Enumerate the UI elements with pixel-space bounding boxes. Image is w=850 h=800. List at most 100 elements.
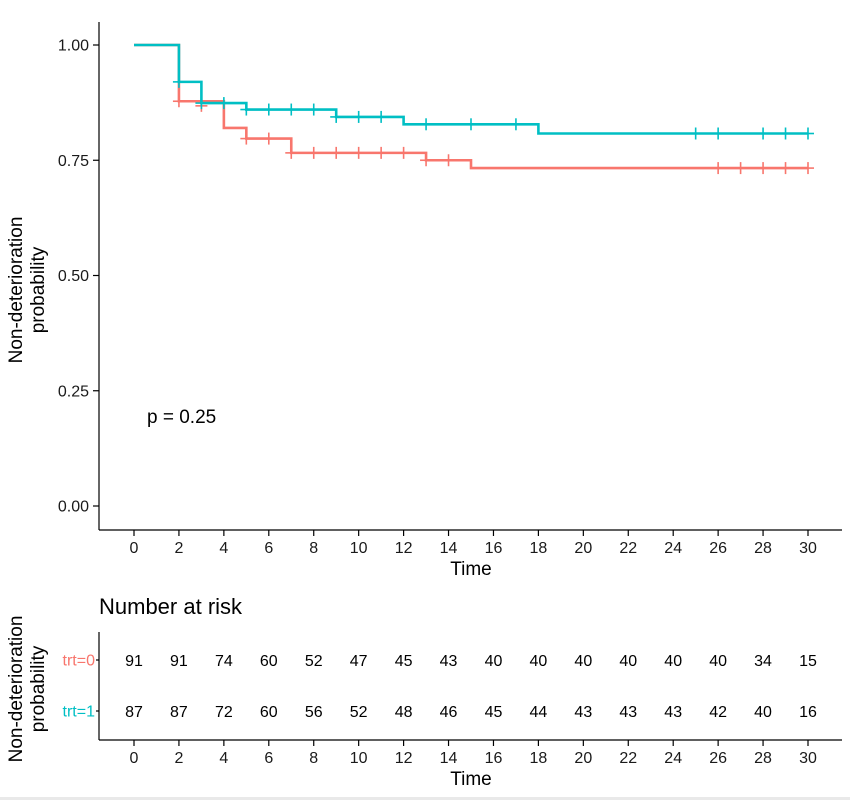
censor-mark xyxy=(465,118,477,131)
censor-mark xyxy=(330,110,343,123)
x-tick-label: 10 xyxy=(350,540,368,557)
risk-cell: 43 xyxy=(574,704,592,721)
risk-cell: 43 xyxy=(664,704,682,721)
x-tick-label: 22 xyxy=(619,540,637,557)
risk-x-tick-label: 4 xyxy=(219,750,228,767)
risk-y-axis-title-line1: Non-deterioration xyxy=(6,616,27,763)
x-tick-label: 6 xyxy=(264,540,273,557)
censor-mark xyxy=(285,103,298,116)
censor-mark xyxy=(802,127,814,140)
censor-mark xyxy=(240,132,253,145)
risk-x-tick-label: 12 xyxy=(395,750,413,767)
censor-mark xyxy=(420,154,433,167)
risk-cell: 34 xyxy=(754,653,772,670)
risk-x-tick-label: 26 xyxy=(709,750,727,767)
risk-x-tick-label: 0 xyxy=(130,750,139,767)
y-tick-label: 1.00 xyxy=(58,38,89,55)
risk-y-axis-title: Non-deterioration xyxy=(6,616,27,763)
bottom-divider xyxy=(0,797,850,800)
risk-cell: 87 xyxy=(125,704,143,721)
x-tick-label: 24 xyxy=(664,540,682,557)
censor-mark xyxy=(307,103,320,116)
x-tick-label: 8 xyxy=(309,540,318,557)
y-tick-label: 0.00 xyxy=(58,499,89,516)
risk-y-axis-title-line2-text: probability xyxy=(28,645,49,732)
risk-table-title: Number at risk xyxy=(99,594,243,619)
risk-cell: 52 xyxy=(350,704,368,721)
risk-cell: 56 xyxy=(305,704,323,721)
risk-row-label: trt=0 xyxy=(63,653,96,670)
x-axis-title: Time xyxy=(450,559,492,580)
risk-cell: 43 xyxy=(619,704,637,721)
y-axis-title: Non-deterioration xyxy=(6,217,27,364)
risk-table-rows: trt=0 91 91 74 60 52 47 45 43 40 40 40 40 40 40 34 15 trt… xyxy=(63,653,817,722)
censor-mark xyxy=(375,110,388,123)
risk-x-tick-label: 18 xyxy=(530,750,548,767)
censor-mark xyxy=(757,127,770,140)
y-axis-title-line2-text: probability xyxy=(28,246,49,333)
risk-x-tick-label: 6 xyxy=(264,750,273,767)
y-tick-label: 0.75 xyxy=(58,153,89,170)
censor-mark xyxy=(802,162,814,175)
risk-cell: 74 xyxy=(215,653,233,670)
censor-mark xyxy=(779,127,792,140)
risk-cell: 48 xyxy=(395,704,413,721)
censor-mark xyxy=(352,110,365,123)
censor-mark xyxy=(195,97,208,110)
risk-cell: 40 xyxy=(530,653,548,670)
censor-mark xyxy=(217,97,230,110)
risk-x-tick-label: 28 xyxy=(754,750,772,767)
censor-mark xyxy=(779,162,792,175)
y-axis-title-line2: probability xyxy=(28,246,49,333)
risk-y-axis-title-line2: probability xyxy=(28,645,49,732)
censor-mark xyxy=(172,75,185,88)
risk-x-axis-title: Time xyxy=(450,769,492,790)
survival-plot: Non-deterioration probability 0.000.250.… xyxy=(6,22,842,580)
risk-cell: 40 xyxy=(754,704,772,721)
y-axis-ticks: 0.00 0.25 0.50 0.75 1.00 xyxy=(58,38,99,516)
risk-x-tick-label: 30 xyxy=(799,750,817,767)
x-tick-label: 12 xyxy=(395,540,413,557)
risk-cell: 42 xyxy=(709,704,727,721)
risk-cell: 43 xyxy=(440,653,458,670)
risk-cell: 91 xyxy=(170,653,188,670)
y-axis-title-line1: Non-deterioration xyxy=(6,217,27,364)
x-tick-label: 30 xyxy=(799,540,817,557)
censor-mark xyxy=(375,146,388,159)
censor-mark xyxy=(262,103,275,116)
x-tick-label: 4 xyxy=(219,540,228,557)
censor-mark xyxy=(442,154,455,167)
censor-mark xyxy=(509,118,522,131)
survival-curve-series-0 xyxy=(134,43,808,170)
risk-cell: 72 xyxy=(215,704,233,721)
x-tick-label: 28 xyxy=(754,540,772,557)
risk-cell: 16 xyxy=(799,704,817,721)
censor-mark xyxy=(352,146,365,159)
censor-mark xyxy=(262,132,275,145)
risk-x-tick-label: 24 xyxy=(664,750,682,767)
risk-cell: 45 xyxy=(485,704,503,721)
risk-x-axis-ticks: 0 2 4 6 8 10 12 14 16 18 20 22 24 26 28 30 xyxy=(130,740,817,767)
risk-x-tick-label: 14 xyxy=(440,750,458,767)
risk-row-label: trt=1 xyxy=(63,704,96,721)
risk-x-tick-label: 2 xyxy=(174,750,183,767)
risk-cell: 40 xyxy=(709,653,727,670)
censor-mark xyxy=(285,146,298,159)
censor-mark xyxy=(757,162,770,175)
risk-x-tick-label: 10 xyxy=(350,750,368,767)
risk-cell: 60 xyxy=(260,704,278,721)
censor-mark xyxy=(397,146,410,159)
censor-mark xyxy=(420,118,433,131)
risk-cell: 52 xyxy=(305,653,323,670)
censor-mark xyxy=(330,146,343,159)
risk-cell: 46 xyxy=(440,704,458,721)
survival-curves xyxy=(134,43,814,175)
x-tick-label: 2 xyxy=(174,540,183,557)
y-tick-label: 0.50 xyxy=(58,268,89,285)
p-value-annotation: p = 0.25 xyxy=(147,407,216,428)
risk-cell: 45 xyxy=(395,653,413,670)
censor-mark xyxy=(172,95,185,108)
risk-x-tick-label: 22 xyxy=(619,750,637,767)
x-tick-label: 26 xyxy=(709,540,727,557)
